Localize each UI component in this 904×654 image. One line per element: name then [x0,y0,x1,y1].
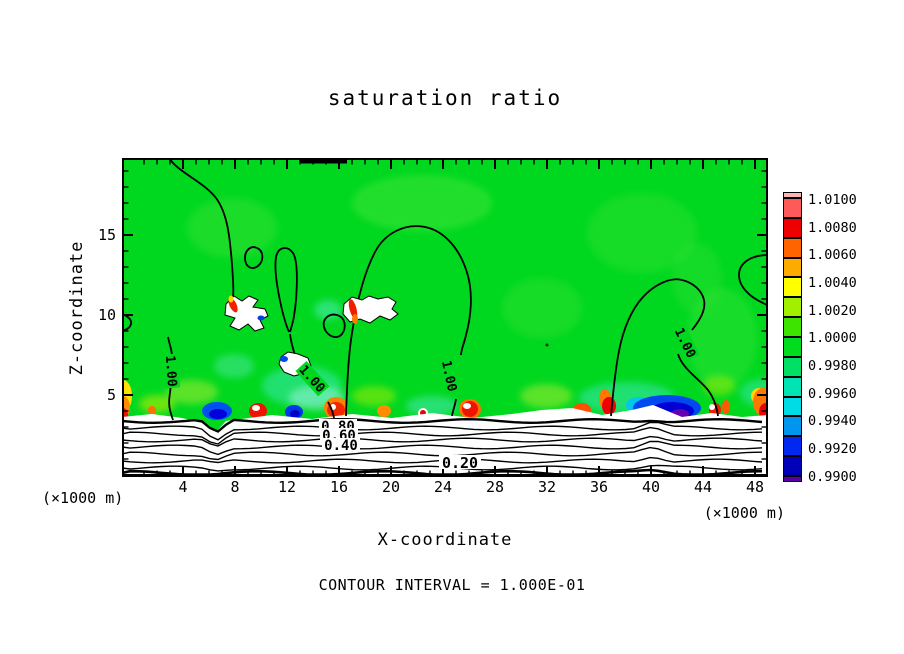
colorbar-label: 1.0040 [808,275,857,291]
x-axis-unit-right: (×1000 m) [703,504,785,522]
z-tick-label-5: 5 [106,386,116,404]
colorbar-box [784,218,801,239]
colorbar-box [784,318,801,339]
colorbar-box [784,397,801,418]
colorbar-box [784,437,801,458]
x-tick-label-12: 12 [277,478,297,496]
z-tick-label-15: 15 [97,226,116,244]
contour-label-1.00: 1.00 [162,355,179,387]
x-tick-label-16: 16 [329,478,349,496]
contour-plot: 1.00 1.00 1.00 1.00 0.80 [114,158,784,477]
x-tick-label-32: 32 [537,478,557,496]
plot-area: 1.00 1.00 1.00 1.00 0.80 [114,158,784,477]
colorbar-label: 1.0060 [808,247,857,263]
x-tick-label-44: 44 [693,478,713,496]
colorbar-box [784,238,801,259]
colorbar-label: 0.9960 [808,386,857,402]
x-tick-label-8: 8 [230,478,240,496]
colorbar-label: 0.9900 [808,469,857,485]
colorbar-box [784,457,801,478]
x-tick-label-20: 20 [381,478,401,496]
contour-label-0.20: 0.20 [442,454,478,472]
colorbar-label: 1.0020 [808,303,857,319]
contour-label-0.40: 0.40 [324,438,358,454]
colorbar-box [784,278,801,299]
colorbar-label: 1.0080 [808,220,857,236]
colorbar-label: 0.9920 [808,441,857,457]
x-axis-unit-left: (×1000 m) [42,489,124,507]
white-pockets [224,295,399,377]
x-tick-label-24: 24 [433,478,453,496]
colorbar-label: 1.0000 [808,330,857,346]
x-tick-label-40: 40 [641,478,661,496]
x-tick-label-28: 28 [485,478,505,496]
colorbar-box [784,199,801,219]
colorbar-box [784,477,801,482]
colorbar-box [784,298,801,319]
colorbar-label: 0.9940 [808,413,857,429]
x-tick-label-36: 36 [589,478,609,496]
field-variations [139,175,784,416]
contour-lines [121,158,769,421]
colorbar-box [784,357,801,378]
colorbar-label: 1.0100 [808,192,857,208]
colorbar [783,192,802,482]
colorbar-box [784,338,801,358]
colorbar-box [784,258,801,279]
x-axis-title: X-coordinate [377,530,513,550]
contour-label-1.00: 1.00 [438,359,459,393]
colorbar-box [784,417,801,438]
contour-interval-note: CONTOUR INTERVAL = 1.000E-01 [318,576,586,594]
axis-ticks [124,160,766,475]
colorbar-box [784,377,801,398]
colorbar-label: 0.9980 [808,358,857,374]
colorbar-box [784,193,801,199]
chart-title: saturation ratio [327,86,563,110]
x-tick-label-48: 48 [745,478,765,496]
z-tick-label-10: 10 [97,306,116,324]
x-tick-label-4: 4 [178,478,188,496]
